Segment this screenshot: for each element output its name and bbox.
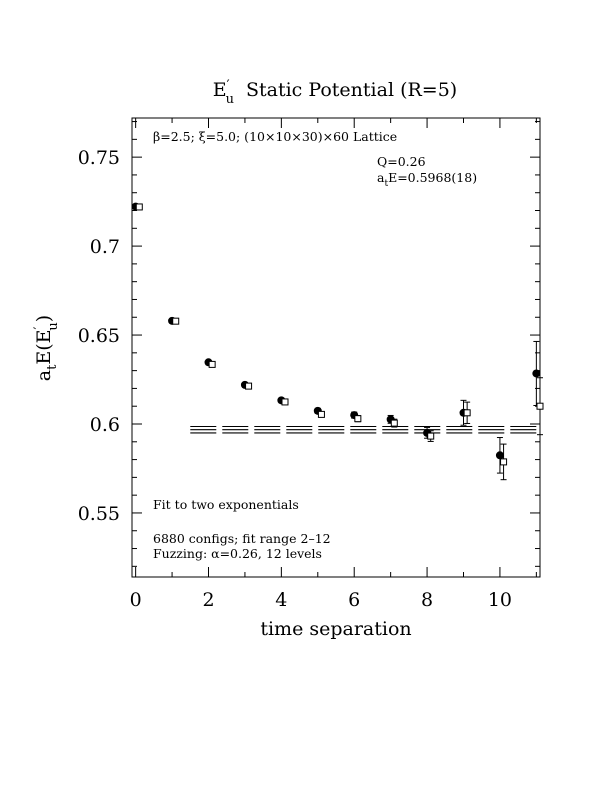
- x-tick-label: 0: [130, 589, 142, 611]
- x-tick-label: 10: [488, 589, 512, 611]
- chart-title: E′ u Static Potential (R=5): [213, 78, 457, 107]
- energy-t: t: [384, 179, 388, 189]
- x-tick-label: 2: [202, 589, 214, 611]
- title-sub: u: [226, 92, 234, 107]
- plot-frame: [131, 117, 541, 578]
- data-point-circle: [495, 451, 504, 460]
- data-point-square: [463, 409, 471, 417]
- data-point-square: [427, 432, 435, 440]
- y-tick-labels: 0.55 0.6 0.65 0.7 0.75: [78, 147, 120, 525]
- x-axis-label: time separation: [260, 618, 411, 640]
- data-point-square: [245, 382, 253, 390]
- ylabel-E: E(E: [33, 330, 55, 365]
- title-main: E: [213, 79, 227, 101]
- data-point-square: [317, 410, 325, 418]
- ylabel-a: a: [33, 370, 55, 381]
- data-point-circle: [532, 369, 541, 378]
- annotation-q: Q=0.26: [377, 154, 426, 169]
- y-axis-label: atE(E′u): [32, 315, 61, 381]
- ylabel-prime: ′: [32, 327, 47, 330]
- ylabel-u: u: [46, 322, 61, 330]
- energy-rest: E=0.5968(18): [388, 170, 477, 185]
- annotation-energy: atE=0.5968(18): [377, 170, 477, 189]
- annotation-fuzzing: Fuzzing: α=0.26, 12 levels: [153, 546, 322, 561]
- y-tick-label: 0.55: [78, 503, 120, 525]
- axis-ticks: [132, 118, 540, 577]
- data-point-square: [500, 458, 508, 466]
- x-tick-labels: 0 2 4 6 8 10: [130, 589, 512, 611]
- y-tick-label: 0.65: [78, 325, 120, 347]
- data-point-square: [281, 398, 289, 406]
- data-point-square: [135, 203, 143, 211]
- x-tick-label: 6: [348, 589, 360, 611]
- y-tick-label: 0.6: [90, 414, 120, 436]
- title-rest: Static Potential (R=5): [246, 79, 457, 101]
- data-point-square: [536, 402, 544, 410]
- x-tick-label: 8: [421, 589, 433, 611]
- data-point-square: [390, 419, 398, 427]
- annotation-lattice: β=2.5; ξ=5.0; (10×10×30)×60 Lattice: [153, 129, 397, 144]
- y-tick-label: 0.7: [90, 236, 120, 258]
- data-point-square: [354, 415, 362, 423]
- x-tick-label: 4: [275, 589, 287, 611]
- ylabel-close: ): [33, 315, 55, 322]
- data-points: [131, 202, 544, 481]
- y-tick-label: 0.75: [78, 147, 120, 169]
- annotation-fit: Fit to two exponentials: [153, 497, 299, 512]
- data-point-square: [208, 360, 216, 368]
- annotation-configs: 6880 configs; fit range 2–12: [153, 531, 331, 546]
- data-point-square: [172, 317, 180, 325]
- fit-band: [190, 425, 540, 434]
- ylabel-t: t: [45, 364, 60, 370]
- energy-a: a: [377, 170, 385, 185]
- title-prime: ′: [227, 78, 230, 93]
